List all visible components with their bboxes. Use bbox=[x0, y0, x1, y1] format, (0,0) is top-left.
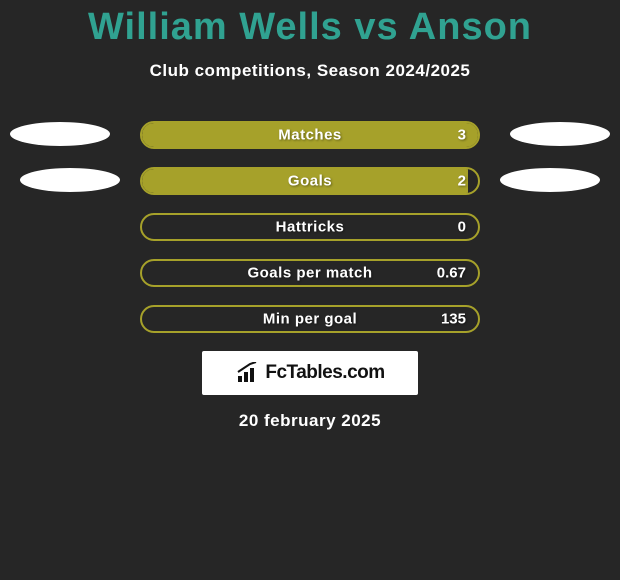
stat-value: 0.67 bbox=[437, 265, 466, 282]
chart-icon bbox=[235, 362, 261, 384]
stat-row: Hattricks 0 bbox=[0, 213, 620, 241]
stat-row: Goals 2 bbox=[0, 167, 620, 195]
stat-label: Matches bbox=[278, 127, 342, 144]
stat-value: 2 bbox=[458, 173, 466, 190]
stat-row: Goals per match 0.67 bbox=[0, 259, 620, 287]
page-title: William Wells vs Anson bbox=[88, 6, 532, 49]
stat-rows: Matches 3 Goals 2 Hattricks 0 Goals per … bbox=[0, 121, 620, 333]
stat-label: Hattricks bbox=[276, 219, 345, 236]
stat-bar: Goals per match 0.67 bbox=[140, 259, 480, 287]
stat-bar: Matches 3 bbox=[140, 121, 480, 149]
stat-bar: Goals 2 bbox=[140, 167, 480, 195]
player2-name: Anson bbox=[409, 6, 532, 48]
stat-label: Goals per match bbox=[247, 265, 372, 282]
stat-label: Min per goal bbox=[263, 311, 357, 328]
stat-bar: Min per goal 135 bbox=[140, 305, 480, 333]
stat-value: 0 bbox=[458, 219, 466, 236]
stat-row: Matches 3 bbox=[0, 121, 620, 149]
stat-value: 3 bbox=[458, 127, 466, 144]
stat-bar: Hattricks 0 bbox=[140, 213, 480, 241]
stat-label: Goals bbox=[288, 173, 332, 190]
subtitle: Club competitions, Season 2024/2025 bbox=[150, 61, 471, 81]
vs-text: vs bbox=[354, 6, 398, 48]
stat-row: Min per goal 135 bbox=[0, 305, 620, 333]
stat-value: 135 bbox=[441, 311, 466, 328]
player1-name: William Wells bbox=[88, 6, 343, 48]
date-text: 20 february 2025 bbox=[239, 411, 381, 431]
comparison-card: William Wells vs Anson Club competitions… bbox=[0, 0, 620, 580]
logo-text: FcTables.com bbox=[265, 362, 384, 384]
logo-box: FcTables.com bbox=[202, 351, 418, 395]
